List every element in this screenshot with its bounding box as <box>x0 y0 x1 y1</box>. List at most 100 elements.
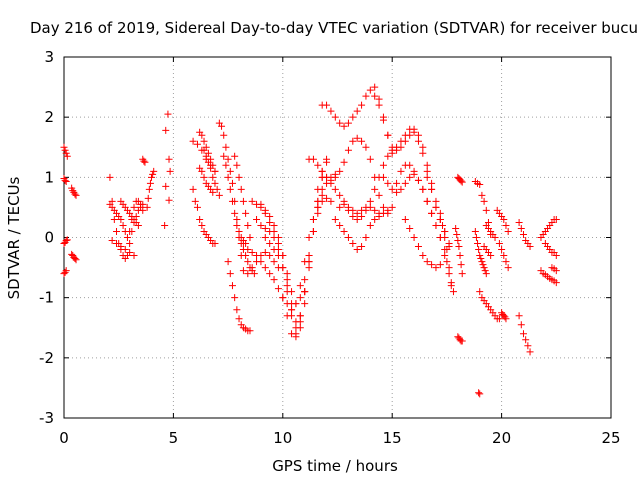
data-point <box>384 179 392 187</box>
track-early-6 <box>68 250 80 264</box>
data-point <box>126 249 134 257</box>
data-point <box>478 258 486 266</box>
data-point <box>479 261 487 269</box>
data-point <box>366 197 374 205</box>
data-point <box>113 240 121 248</box>
data-point <box>526 348 534 356</box>
data-point <box>274 234 282 241</box>
data-point <box>515 218 523 226</box>
data-point <box>270 246 278 254</box>
track-c3 <box>117 197 142 229</box>
x-tick-labels: 0 5 10 15 20 25 <box>59 429 620 447</box>
data-point <box>200 146 208 154</box>
data-point <box>515 312 523 320</box>
data-point <box>471 227 479 235</box>
data-point <box>164 110 172 118</box>
track-d7 <box>239 249 282 278</box>
data-point <box>419 143 427 151</box>
data-point <box>301 300 309 308</box>
data-point <box>419 149 427 157</box>
data-point <box>126 227 134 235</box>
data-point <box>340 158 348 166</box>
data-point <box>441 227 449 235</box>
y-axis-label: SDTVAR / TECUs <box>5 176 23 299</box>
data-point <box>428 209 436 217</box>
data-point <box>141 158 149 166</box>
data-point <box>340 122 348 130</box>
data-point <box>379 203 387 211</box>
track-k1 <box>537 215 560 241</box>
grid-lines <box>64 57 611 418</box>
track-f2 <box>379 170 444 241</box>
data-point <box>436 261 444 269</box>
data-point <box>456 252 464 260</box>
data-point <box>552 279 560 287</box>
data-point <box>379 161 387 169</box>
track-early-3 <box>60 236 71 248</box>
data-point <box>441 246 449 254</box>
data-point <box>384 131 392 139</box>
data-point <box>353 215 361 223</box>
data-point <box>266 212 274 220</box>
data-point <box>371 215 379 223</box>
data-point <box>228 282 236 290</box>
data-point <box>257 221 265 229</box>
data-point <box>410 167 418 175</box>
data-point <box>458 337 466 345</box>
track-b4 <box>231 152 254 241</box>
data-point <box>552 252 560 260</box>
data-point <box>283 276 291 284</box>
data-point <box>423 173 431 181</box>
data-point <box>384 152 392 160</box>
data-point <box>331 185 339 193</box>
track-early-4 <box>60 267 70 278</box>
data-point <box>432 264 440 272</box>
data-point <box>198 221 206 229</box>
track-h1 <box>471 178 484 189</box>
data-point <box>344 234 352 241</box>
data-point <box>253 258 261 266</box>
data-point <box>106 173 114 181</box>
data-point <box>191 197 199 205</box>
data-point <box>477 255 485 263</box>
track-i3 <box>498 309 510 323</box>
data-point <box>266 270 274 278</box>
data-point <box>379 116 387 124</box>
data-point <box>233 221 241 229</box>
track-d6 <box>279 155 331 341</box>
data-point <box>349 212 357 220</box>
data-point <box>270 258 278 266</box>
data-point <box>445 264 453 272</box>
data-point <box>220 131 228 139</box>
data-point <box>266 252 274 260</box>
data-point <box>71 255 79 263</box>
track-i2 <box>495 240 512 272</box>
data-point <box>296 312 304 320</box>
chart-title: Day 216 of 2019, Sidereal Day-to-day VTE… <box>30 19 638 37</box>
data-point <box>148 173 156 181</box>
data-point <box>397 137 405 145</box>
track-g1 <box>436 209 455 287</box>
data-point <box>423 197 431 205</box>
data-point <box>406 173 414 181</box>
data-point <box>453 230 461 238</box>
data-point <box>552 215 560 223</box>
data-point <box>246 234 254 241</box>
track-i1 <box>493 206 512 235</box>
data-point <box>388 149 396 157</box>
data-point <box>140 157 148 165</box>
data-point <box>393 179 401 187</box>
data-point <box>432 203 440 211</box>
data-point <box>393 188 401 196</box>
data-point <box>445 240 453 248</box>
data-point <box>447 282 455 290</box>
data-point <box>305 264 313 272</box>
data-point <box>270 221 278 229</box>
data-point <box>375 95 383 103</box>
data-point <box>161 221 169 229</box>
y-tick-label: -2 <box>39 349 54 367</box>
data-point <box>419 185 427 193</box>
data-point <box>242 209 250 217</box>
data-point <box>233 161 241 169</box>
